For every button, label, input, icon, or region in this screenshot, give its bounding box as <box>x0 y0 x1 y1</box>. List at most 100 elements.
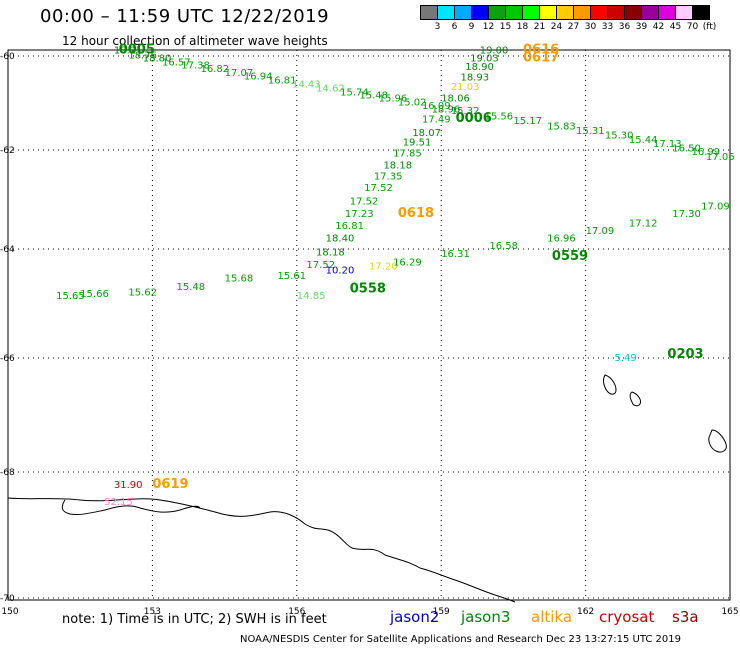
wave-height-label: 17.38 <box>181 61 210 72</box>
wave-height-label: 17.85 <box>393 148 422 159</box>
wave-height-label: 16.94 <box>244 72 273 83</box>
wave-height-label: 17.23 <box>345 209 374 220</box>
longitude-tick-label: 165 <box>721 607 738 617</box>
wave-height-label: 18.80 <box>143 54 172 65</box>
track-time-label: 0618 <box>398 206 434 221</box>
wave-height-colorbar <box>420 5 710 20</box>
wave-height-label: 18.96 <box>432 104 461 115</box>
legend-jason3: jason3 <box>461 608 511 626</box>
latitude-tick-label: -64 <box>0 245 15 255</box>
wave-height-label: 19.03 <box>470 54 499 65</box>
latitude-tick-label: -66 <box>0 354 15 364</box>
island-1 <box>603 374 617 395</box>
wave-height-label: 15.02 <box>398 97 427 108</box>
credit-line: NOAA/NESDIS Center for Satellite Applica… <box>240 634 682 645</box>
wave-height-label: 17.12 <box>629 219 658 230</box>
track-time-label: 0558 <box>350 282 386 297</box>
map-frame <box>7 49 731 601</box>
longitude-tick-label: 156 <box>288 607 305 617</box>
wave-height-label: 15.96 <box>379 94 408 105</box>
wave-height-label: 10.20 <box>326 266 355 277</box>
wave-height-label: 19.00 <box>480 46 509 57</box>
wave-height-label: 18.07 <box>412 128 441 139</box>
wave-height-label: 16.58 <box>489 241 518 252</box>
track-time-label: 0616 <box>523 43 559 58</box>
colorbar-label: 24 <box>550 22 563 32</box>
footnote: note: 1) Time is in UTC; 2) SWH is in fe… <box>62 612 327 627</box>
wave-height-label: 15.74 <box>340 87 369 98</box>
wave-height-label: 15.30 <box>605 130 634 141</box>
wave-height-label: 17.49 <box>422 115 451 126</box>
track-time-label: 0005 <box>119 43 155 58</box>
wave-height-label: 17.35 <box>374 172 403 183</box>
colorbar-label: 12 <box>482 22 495 32</box>
wave-height-label: 16.09 <box>422 101 451 112</box>
wave-height-label: 17.09 <box>586 226 615 237</box>
wave-height-label: 17.09 <box>701 201 730 212</box>
wave-height-label: 15.68 <box>225 274 254 285</box>
wave-height-label: 17.07 <box>225 68 254 79</box>
wave-height-label: 15.61 <box>278 271 307 282</box>
wave-height-label: 5.49 <box>614 353 636 364</box>
track-time-label: 0203 <box>667 347 703 362</box>
latitude-tick-label: -68 <box>0 468 15 478</box>
wave-height-label: 18.93 <box>460 72 489 83</box>
wave-height-label: 14.43 <box>292 79 321 90</box>
colorbar-label: 70 <box>686 22 699 32</box>
wave-height-label: 17.52 <box>350 196 379 207</box>
track-time-label: 0617 <box>523 51 559 66</box>
latitude-tick-label: -60 <box>0 52 15 62</box>
graticule <box>8 50 730 600</box>
antarctic-coastline <box>7 374 727 603</box>
coastline-path <box>7 497 516 603</box>
wave-height-label: 16.29 <box>393 257 422 268</box>
latitude-tick-label: -70 <box>0 594 15 604</box>
wave-height-label: 15.66 <box>80 289 109 300</box>
wave-height-label: 15.83 <box>547 121 576 132</box>
colorbar-label: (ft) <box>702 22 717 32</box>
wave-height-label: 18.18 <box>316 248 345 259</box>
wave-height-label: 15.31 <box>576 126 605 137</box>
island-2 <box>629 391 641 407</box>
legend-altika: altika <box>531 608 573 626</box>
wave-height-label: 31.90 <box>114 480 143 491</box>
wave-height-label: 19.51 <box>403 137 432 148</box>
wave-height-label: 18.21 <box>114 46 143 57</box>
colorbar-label: 36 <box>618 22 631 32</box>
colorbar-label: 27 <box>567 22 580 32</box>
plot-border <box>7 49 731 601</box>
colorbar-labels: 3 6 9 12 15 18 21 24 27 30 33 36 39 42 45 70 (ft) <box>421 22 718 32</box>
longitude-tick-label: 162 <box>577 607 594 617</box>
colorbar-label: 45 <box>669 22 682 32</box>
colorbar-label: 39 <box>635 22 648 32</box>
wave-height-labels: 18.2118.7618.8016.5717.3816.8217.0716.94… <box>56 46 734 508</box>
wave-height-label: 17.30 <box>672 209 701 220</box>
wave-height-label: 18.40 <box>326 234 355 245</box>
wave-height-label: 18.06 <box>441 94 470 105</box>
wave-height-label: 15.56 <box>485 111 514 122</box>
colorbar-label: 6 <box>451 22 458 32</box>
colorbar-label: 21 <box>533 22 546 32</box>
longitude-tick-label: 153 <box>144 607 161 617</box>
track-time-label: 0559 <box>552 249 588 264</box>
wave-height-label: 15.48 <box>176 282 205 293</box>
wave-height-label: 52.15 <box>104 497 133 508</box>
map-subtitle: 12 hour collection of altimeter wave hei… <box>62 34 328 48</box>
colorbar-label: 33 <box>601 22 614 32</box>
legend-cryosat: cryosat <box>599 608 655 626</box>
map-title: 00:00 – 11:59 UTC 12/22/2019 <box>40 6 330 27</box>
wave-height-label: 18.90 <box>465 62 494 73</box>
wave-height-label: 14.85 <box>297 291 326 302</box>
colorbar-swatch <box>692 5 710 20</box>
colorbar-label: 30 <box>584 22 597 32</box>
wave-height-label: 15.48 <box>359 90 388 101</box>
colorbar-label: 15 <box>499 22 512 32</box>
legend-jason2: jason2 <box>390 608 440 626</box>
wave-height-label: 15.62 <box>128 287 157 298</box>
longitude-tick-label: 150 <box>1 607 18 617</box>
wave-height-label: 17.52 <box>364 183 393 194</box>
wave-height-label: 21.03 <box>451 82 480 93</box>
wave-height-label: 15.44 <box>629 135 658 146</box>
wave-height-label: 16.96 <box>547 234 576 245</box>
wave-height-label: 17.06 <box>706 152 735 163</box>
